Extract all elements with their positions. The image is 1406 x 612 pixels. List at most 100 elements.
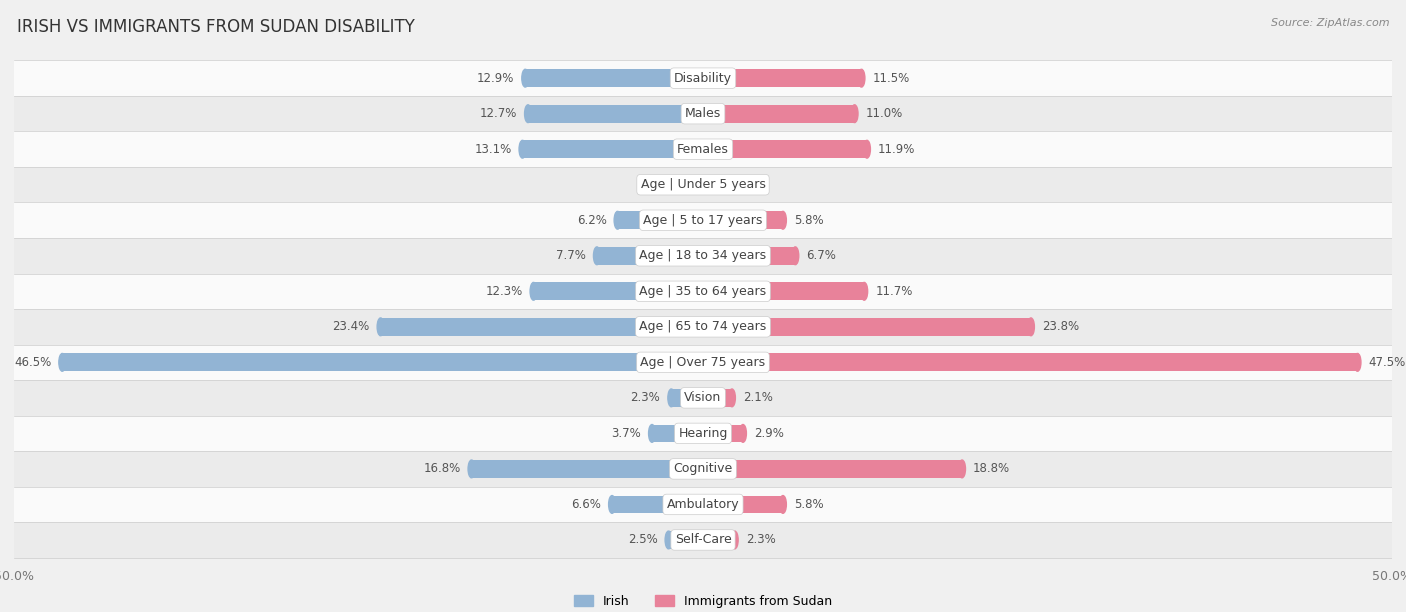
Text: Females: Females <box>678 143 728 155</box>
Bar <box>0 451 1406 487</box>
Bar <box>703 425 742 442</box>
Text: 6.7%: 6.7% <box>807 249 837 263</box>
Bar <box>0 203 1406 238</box>
Text: Age | Over 75 years: Age | Over 75 years <box>641 356 765 369</box>
Circle shape <box>648 425 655 442</box>
Circle shape <box>858 69 865 87</box>
Circle shape <box>519 140 526 158</box>
Bar <box>0 167 1406 203</box>
Text: 2.3%: 2.3% <box>630 391 661 405</box>
Bar <box>703 247 796 264</box>
Bar <box>598 247 703 264</box>
Circle shape <box>668 389 675 407</box>
Circle shape <box>377 318 384 336</box>
Text: Age | 18 to 34 years: Age | 18 to 34 years <box>640 249 766 263</box>
Bar <box>0 416 1406 451</box>
Circle shape <box>728 389 735 407</box>
Text: Age | 35 to 64 years: Age | 35 to 64 years <box>640 285 766 298</box>
Circle shape <box>59 354 66 371</box>
Circle shape <box>740 425 747 442</box>
Text: 12.9%: 12.9% <box>477 72 515 84</box>
Text: 11.9%: 11.9% <box>877 143 915 155</box>
Circle shape <box>530 282 537 300</box>
Bar <box>0 274 1406 309</box>
Circle shape <box>1028 318 1035 336</box>
Bar <box>0 238 1406 274</box>
Text: Age | 65 to 74 years: Age | 65 to 74 years <box>640 320 766 334</box>
Circle shape <box>717 176 724 193</box>
Bar <box>703 318 1031 336</box>
Bar <box>0 345 1406 380</box>
Text: 5.8%: 5.8% <box>794 498 824 511</box>
Text: 1.3%: 1.3% <box>733 178 762 191</box>
Bar <box>703 531 735 549</box>
Circle shape <box>524 105 531 122</box>
Circle shape <box>593 247 600 264</box>
Text: Age | Under 5 years: Age | Under 5 years <box>641 178 765 191</box>
Circle shape <box>665 531 672 549</box>
Bar <box>0 96 1406 132</box>
Text: Vision: Vision <box>685 391 721 405</box>
Bar <box>652 425 703 442</box>
Legend: Irish, Immigrants from Sudan: Irish, Immigrants from Sudan <box>569 590 837 612</box>
Circle shape <box>614 211 621 229</box>
Text: 6.6%: 6.6% <box>571 498 600 511</box>
Bar <box>669 531 703 549</box>
Text: 47.5%: 47.5% <box>1368 356 1406 369</box>
Text: Disability: Disability <box>673 72 733 84</box>
Circle shape <box>522 69 529 87</box>
Bar <box>0 132 1406 167</box>
Circle shape <box>851 105 858 122</box>
Circle shape <box>1354 354 1361 371</box>
Bar <box>612 496 703 513</box>
Bar <box>679 176 703 193</box>
Text: 7.7%: 7.7% <box>555 249 586 263</box>
Bar <box>62 354 703 371</box>
Bar <box>617 211 703 229</box>
Text: Hearing: Hearing <box>678 427 728 440</box>
Text: Cognitive: Cognitive <box>673 463 733 476</box>
Text: 1.7%: 1.7% <box>638 178 669 191</box>
Circle shape <box>959 460 966 478</box>
Text: Source: ZipAtlas.com: Source: ZipAtlas.com <box>1271 18 1389 28</box>
Text: 23.8%: 23.8% <box>1042 320 1078 334</box>
Text: 6.2%: 6.2% <box>576 214 606 227</box>
Bar <box>703 389 733 407</box>
Text: 2.5%: 2.5% <box>628 534 658 547</box>
Text: 11.0%: 11.0% <box>866 107 903 120</box>
Circle shape <box>468 460 475 478</box>
Circle shape <box>779 211 786 229</box>
Text: 3.7%: 3.7% <box>612 427 641 440</box>
Text: IRISH VS IMMIGRANTS FROM SUDAN DISABILITY: IRISH VS IMMIGRANTS FROM SUDAN DISABILIT… <box>17 18 415 36</box>
Bar <box>703 460 962 478</box>
Text: 12.7%: 12.7% <box>479 107 517 120</box>
Bar <box>471 460 703 478</box>
Bar <box>526 69 703 87</box>
Bar <box>533 282 703 300</box>
Text: 16.8%: 16.8% <box>423 463 461 476</box>
Text: 12.3%: 12.3% <box>485 285 523 298</box>
Circle shape <box>731 531 738 549</box>
Bar <box>0 487 1406 522</box>
Text: 13.1%: 13.1% <box>474 143 512 155</box>
Circle shape <box>779 496 786 513</box>
Text: 2.3%: 2.3% <box>745 534 776 547</box>
Bar <box>0 380 1406 416</box>
Bar <box>703 140 868 158</box>
Text: 18.8%: 18.8% <box>973 463 1010 476</box>
Circle shape <box>863 140 870 158</box>
Bar <box>703 69 862 87</box>
Bar <box>703 211 783 229</box>
Text: Age | 5 to 17 years: Age | 5 to 17 years <box>644 214 762 227</box>
Text: 11.7%: 11.7% <box>875 285 912 298</box>
Bar <box>0 61 1406 96</box>
Text: 46.5%: 46.5% <box>14 356 51 369</box>
Text: 11.5%: 11.5% <box>873 72 910 84</box>
Bar <box>0 309 1406 345</box>
Text: 23.4%: 23.4% <box>332 320 370 334</box>
Text: Males: Males <box>685 107 721 120</box>
Bar <box>523 140 703 158</box>
Bar <box>671 389 703 407</box>
Bar <box>703 105 855 122</box>
Bar <box>703 176 721 193</box>
